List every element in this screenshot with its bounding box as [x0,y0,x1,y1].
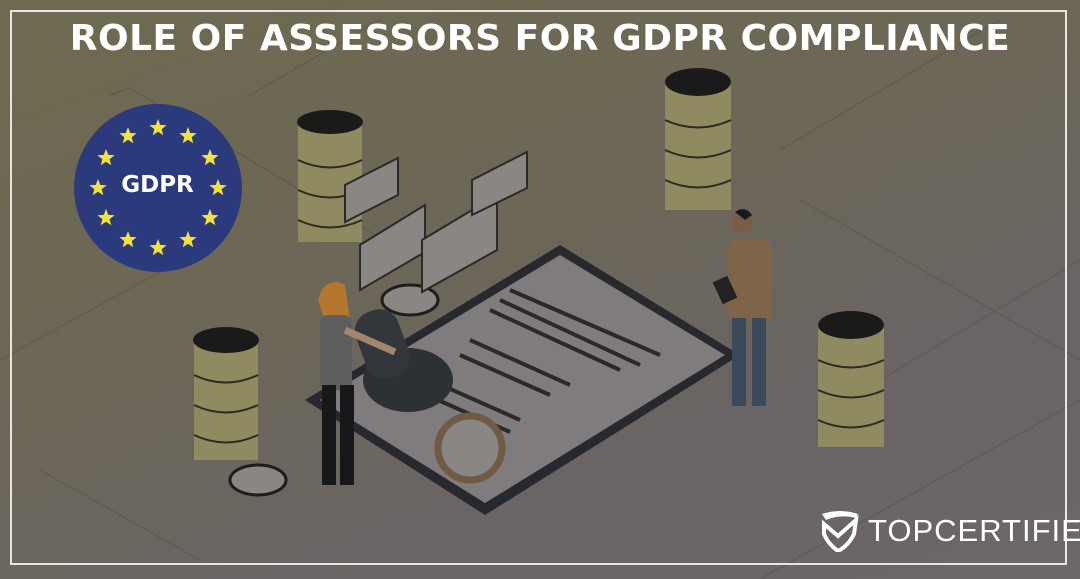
star-icon [201,209,219,226]
pedestal-icon [380,283,440,317]
star-icon [149,239,167,256]
border-frame [10,10,1067,565]
star-icon [209,179,227,196]
star-icon [149,119,167,136]
page-title: ROLE OF ASSESSORS FOR GDPR COMPLIANCE [69,18,1011,59]
star-icon [179,231,197,248]
star-icon [97,209,115,226]
server-stack-icon [297,110,363,242]
eu-stars-flag-icon [89,119,227,256]
star-icon [201,149,219,166]
gdpr-badge-circle [74,104,242,272]
star-icon [179,127,197,144]
woman-figure [318,282,397,485]
server-stack-icon [664,68,732,210]
gdpr-badge-label: GDPR [121,172,194,198]
server-stack-icon [817,311,885,447]
pedestal-icon [228,463,288,497]
server-stack-icon [193,327,259,460]
shield-check-icon [822,511,859,552]
floating-document-icon [344,150,528,294]
document-board-icon [305,245,740,515]
star-icon [89,179,107,196]
man-figure [712,209,772,406]
brand-name: TOPCERTIFIER [868,513,1080,548]
star-icon [119,127,137,144]
star-icon [119,231,137,248]
star-icon [97,149,115,166]
brand-logo: TOPCERTIFIER [820,510,1080,552]
